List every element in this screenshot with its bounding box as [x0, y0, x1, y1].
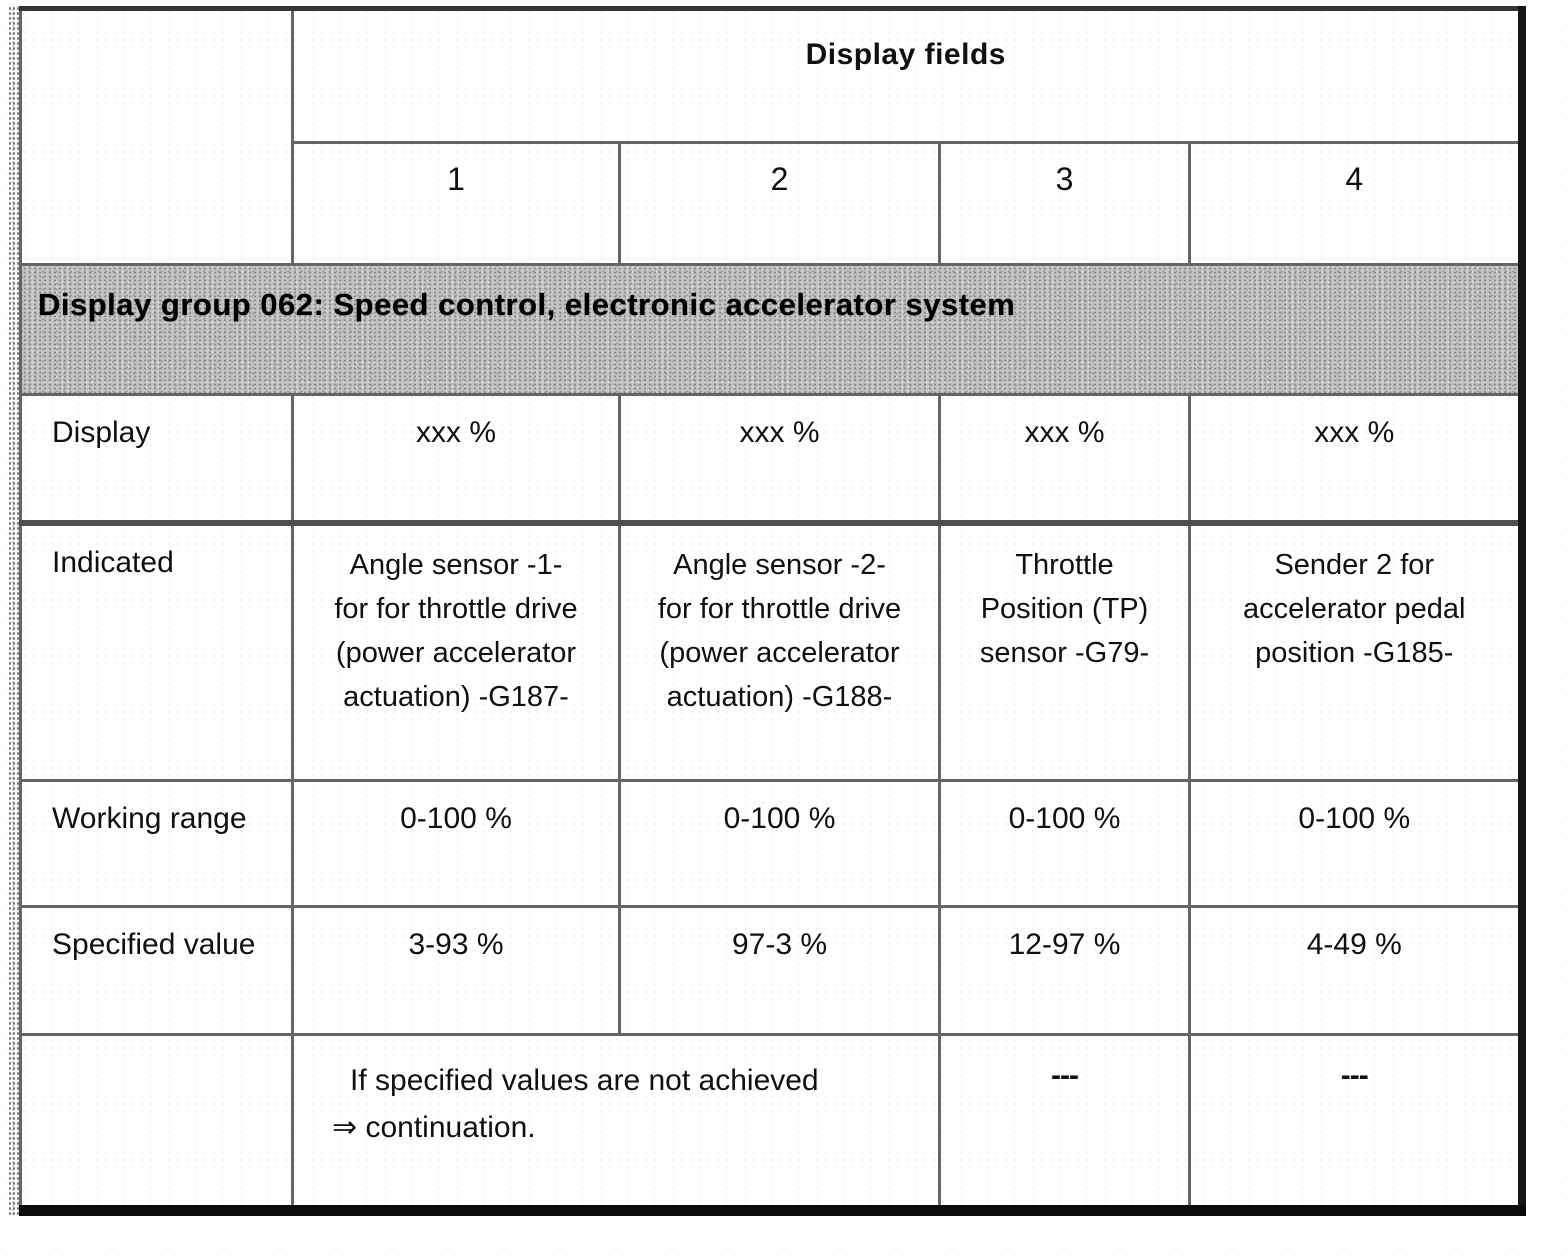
table-row-display: Display xxx % xxx % xxx % xxx %: [19, 393, 1524, 524]
column-header-2: 2: [618, 141, 941, 266]
table-row-footer: If specified values are not achieved ⇒ c…: [19, 1033, 1524, 1212]
column-header-4: 4: [1187, 141, 1524, 266]
row-label-indicated: Indicated: [19, 519, 294, 782]
indicated-value-3: Throttle Position (TP) sensor -G79-: [938, 519, 1191, 782]
working-range-value-3: 0-100 %: [938, 779, 1191, 908]
header-row: Display fields: [19, 7, 1524, 266]
footer-note: If specified values are not achieved ⇒ c…: [291, 1033, 941, 1212]
specified-value-3: 12-97 %: [938, 905, 1191, 1036]
table-row-specified-value: Specified value 3-93 % 97-3 % 12-97 % 4-…: [19, 905, 1524, 1036]
table-row-indicated: Indicated Angle sensor -1- for for throt…: [19, 519, 1524, 782]
column-number-row: 1 2 3 4: [21, 141, 1524, 266]
footer-label-cell: [19, 1033, 294, 1212]
working-range-value-2: 0-100 %: [618, 779, 941, 908]
indicated-value-4: Sender 2 for accelerator pedal position …: [1187, 519, 1524, 782]
display-group-banner-row: Display group 062: Speed control, electr…: [18, 263, 1524, 396]
row-label-specified-value: Specified value: [19, 905, 294, 1036]
working-range-value-4: 0-100 %: [1187, 779, 1524, 908]
display-group-table: Display fields 1 2 3 4 Display group 062…: [18, 6, 1526, 1216]
table-row-working-range: Working range 0-100 % 0-100 % 0-100 % 0-…: [19, 779, 1524, 908]
specified-value-1: 3-93 %: [291, 905, 621, 1036]
display-fields-header: Display fields: [290, 7, 1524, 144]
display-group-banner: Display group 062: Speed control, electr…: [18, 263, 1524, 396]
specified-value-2: 97-3 %: [618, 905, 941, 1036]
row-label-display: Display: [19, 393, 294, 524]
indicated-value-1: Angle sensor -1- for for throttle drive …: [291, 519, 621, 782]
display-value-4: xxx %: [1187, 393, 1524, 524]
display-value-1: xxx %: [291, 393, 621, 524]
indicated-value-2: Angle sensor -2- for for throttle drive …: [618, 519, 941, 782]
column-header-1: 1: [291, 141, 621, 266]
specified-value-4: 4-49 %: [1187, 905, 1524, 1036]
scanned-table-page: Display fields 1 2 3 4 Display group 062…: [8, 6, 1526, 1216]
row-label-working-range: Working range: [19, 779, 294, 908]
footer-dash-2: ---: [1187, 1033, 1524, 1212]
working-range-value-1: 0-100 %: [291, 779, 621, 908]
display-value-3: xxx %: [938, 393, 1191, 524]
corner-cell: [19, 7, 294, 266]
column-header-3: 3: [938, 141, 1191, 266]
footer-dash-1: ---: [938, 1033, 1191, 1212]
display-value-2: xxx %: [618, 393, 941, 524]
